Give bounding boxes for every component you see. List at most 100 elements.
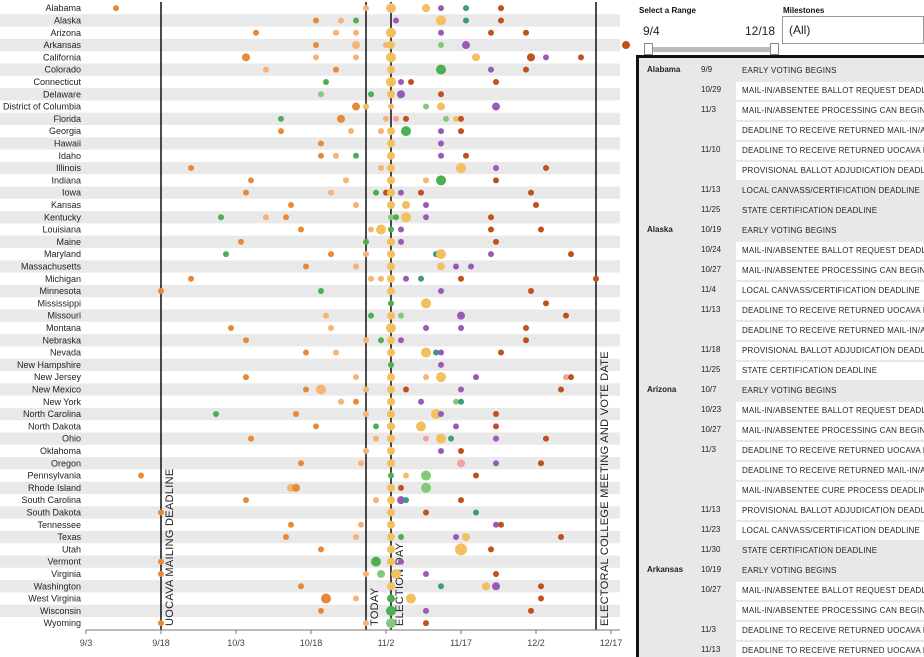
milestone-point[interactable] <box>333 66 339 73</box>
milestone-point[interactable] <box>363 238 369 245</box>
table-row[interactable]: DEADLINE TO RECEIVE RETURNED MAIL-IN/ABS… <box>639 321 924 341</box>
milestone-point[interactable] <box>386 76 396 87</box>
milestone-point[interactable] <box>387 65 395 74</box>
milestone-point[interactable] <box>558 386 564 393</box>
milestone-point[interactable] <box>482 582 490 591</box>
milestone-point[interactable] <box>388 5 394 12</box>
milestone-point[interactable] <box>463 17 469 24</box>
milestone-point[interactable] <box>455 543 467 556</box>
milestone-point[interactable] <box>387 250 395 259</box>
milestone-point[interactable] <box>378 275 384 282</box>
milestone-point[interactable] <box>488 226 494 233</box>
milestone-point[interactable] <box>313 54 319 61</box>
milestone-point[interactable] <box>288 521 294 528</box>
milestone-point[interactable] <box>398 312 404 319</box>
milestone-point[interactable] <box>387 127 395 136</box>
milestone-point[interactable] <box>373 435 379 442</box>
milestone-point[interactable] <box>418 189 424 196</box>
milestone-point[interactable] <box>158 570 164 577</box>
milestone-point[interactable] <box>298 226 304 233</box>
milestone-point[interactable] <box>377 569 385 578</box>
milestone-point[interactable] <box>398 189 404 196</box>
milestone-point[interactable] <box>488 546 494 553</box>
milestone-point[interactable] <box>373 423 379 430</box>
milestone-point[interactable] <box>463 152 469 159</box>
milestone-point[interactable] <box>622 41 630 50</box>
milestone-point[interactable] <box>333 152 339 159</box>
table-row[interactable]: 11/18 PROVISIONAL BALLOT ADJUDICATION DEA… <box>639 341 924 361</box>
milestone-point[interactable] <box>387 385 395 394</box>
milestone-point[interactable] <box>316 384 326 395</box>
milestone-point[interactable] <box>493 570 499 577</box>
milestone-point[interactable] <box>238 238 244 245</box>
milestone-point[interactable] <box>321 593 331 604</box>
milestone-point[interactable] <box>283 534 289 541</box>
milestone-point[interactable] <box>378 165 384 172</box>
milestone-point[interactable] <box>473 509 479 516</box>
table-row[interactable]: 10/24 MAIL-IN/ABSENTEE BALLOT REQUEST DEA… <box>639 241 924 261</box>
milestone-point[interactable] <box>318 546 324 553</box>
milestone-point[interactable] <box>403 115 409 122</box>
milestone-point[interactable] <box>387 41 395 50</box>
milestone-point[interactable] <box>523 29 529 36</box>
milestone-point[interactable] <box>398 337 404 344</box>
milestone-point[interactable] <box>318 91 324 98</box>
milestone-point[interactable] <box>387 373 395 382</box>
milestone-point[interactable] <box>368 226 374 233</box>
milestone-point[interactable] <box>493 78 499 85</box>
milestone-point[interactable] <box>423 509 429 516</box>
milestones-dropdown[interactable]: (All) <box>782 16 924 44</box>
milestone-point[interactable] <box>387 262 395 271</box>
table-row[interactable]: Alaska 10/19 EARLY VOTING BEGINS <box>639 221 924 241</box>
milestone-point[interactable] <box>352 102 360 111</box>
milestone-point[interactable] <box>422 4 430 13</box>
milestone-point[interactable] <box>387 545 395 554</box>
milestone-point[interactable] <box>493 423 499 430</box>
milestone-point[interactable] <box>363 5 369 12</box>
milestone-point[interactable] <box>438 447 444 454</box>
milestone-point[interactable] <box>278 115 284 122</box>
milestone-point[interactable] <box>423 435 429 442</box>
milestone-point[interactable] <box>488 251 494 258</box>
milestone-point[interactable] <box>538 583 544 590</box>
milestone-point[interactable] <box>333 29 339 36</box>
milestone-point[interactable] <box>488 29 494 36</box>
table-row[interactable]: DEADLINE TO RECEIVE RETURNED MAIL-IN/ABS… <box>639 461 924 481</box>
milestone-point[interactable] <box>398 484 404 491</box>
milestone-point[interactable] <box>423 103 429 110</box>
milestone-point[interactable] <box>303 386 309 393</box>
milestone-point[interactable] <box>437 102 445 111</box>
milestone-point[interactable] <box>578 54 584 61</box>
milestone-point[interactable] <box>288 201 294 208</box>
milestone-point[interactable] <box>403 386 409 393</box>
table-row[interactable]: 11/10 DEADLINE TO RECEIVE RETURNED UOCAVA… <box>639 141 924 161</box>
milestone-point[interactable] <box>353 534 359 541</box>
milestone-point[interactable] <box>543 165 549 172</box>
milestone-point[interactable] <box>387 151 395 160</box>
milestone-point[interactable] <box>423 607 429 614</box>
milestone-point[interactable] <box>453 263 459 270</box>
table-row[interactable]: 11/25 STATE CERTIFICATION DEADLINE <box>639 361 924 381</box>
milestone-point[interactable] <box>543 54 549 61</box>
milestone-point[interactable] <box>353 29 359 36</box>
table-row[interactable]: 11/4 LOCAL CANVASS/CERTIFICATION DEADLINE <box>639 281 924 301</box>
milestone-point[interactable] <box>387 90 395 99</box>
milestone-point[interactable] <box>421 470 431 481</box>
milestone-point[interactable] <box>328 324 334 331</box>
milestone-point[interactable] <box>313 42 319 49</box>
milestone-point[interactable] <box>387 397 395 406</box>
milestone-point[interactable] <box>387 274 395 283</box>
table-row[interactable]: 10/27 MAIL-IN/ABSENTEE PROCESSING CAN BEG… <box>639 421 924 441</box>
milestone-point[interactable] <box>387 459 395 468</box>
milestone-point[interactable] <box>253 29 259 36</box>
milestone-point[interactable] <box>438 42 444 49</box>
milestone-point[interactable] <box>263 214 269 221</box>
milestone-point[interactable] <box>387 188 395 197</box>
milestone-point[interactable] <box>533 201 539 208</box>
milestone-point[interactable] <box>352 41 360 50</box>
table-row[interactable]: 11/3 MAIL-IN/ABSENTEE PROCESSING CAN BEGI… <box>639 101 924 121</box>
milestone-point[interactable] <box>243 497 249 504</box>
milestone-point[interactable] <box>338 398 344 405</box>
milestone-point[interactable] <box>438 128 444 135</box>
milestone-point[interactable] <box>387 434 395 443</box>
